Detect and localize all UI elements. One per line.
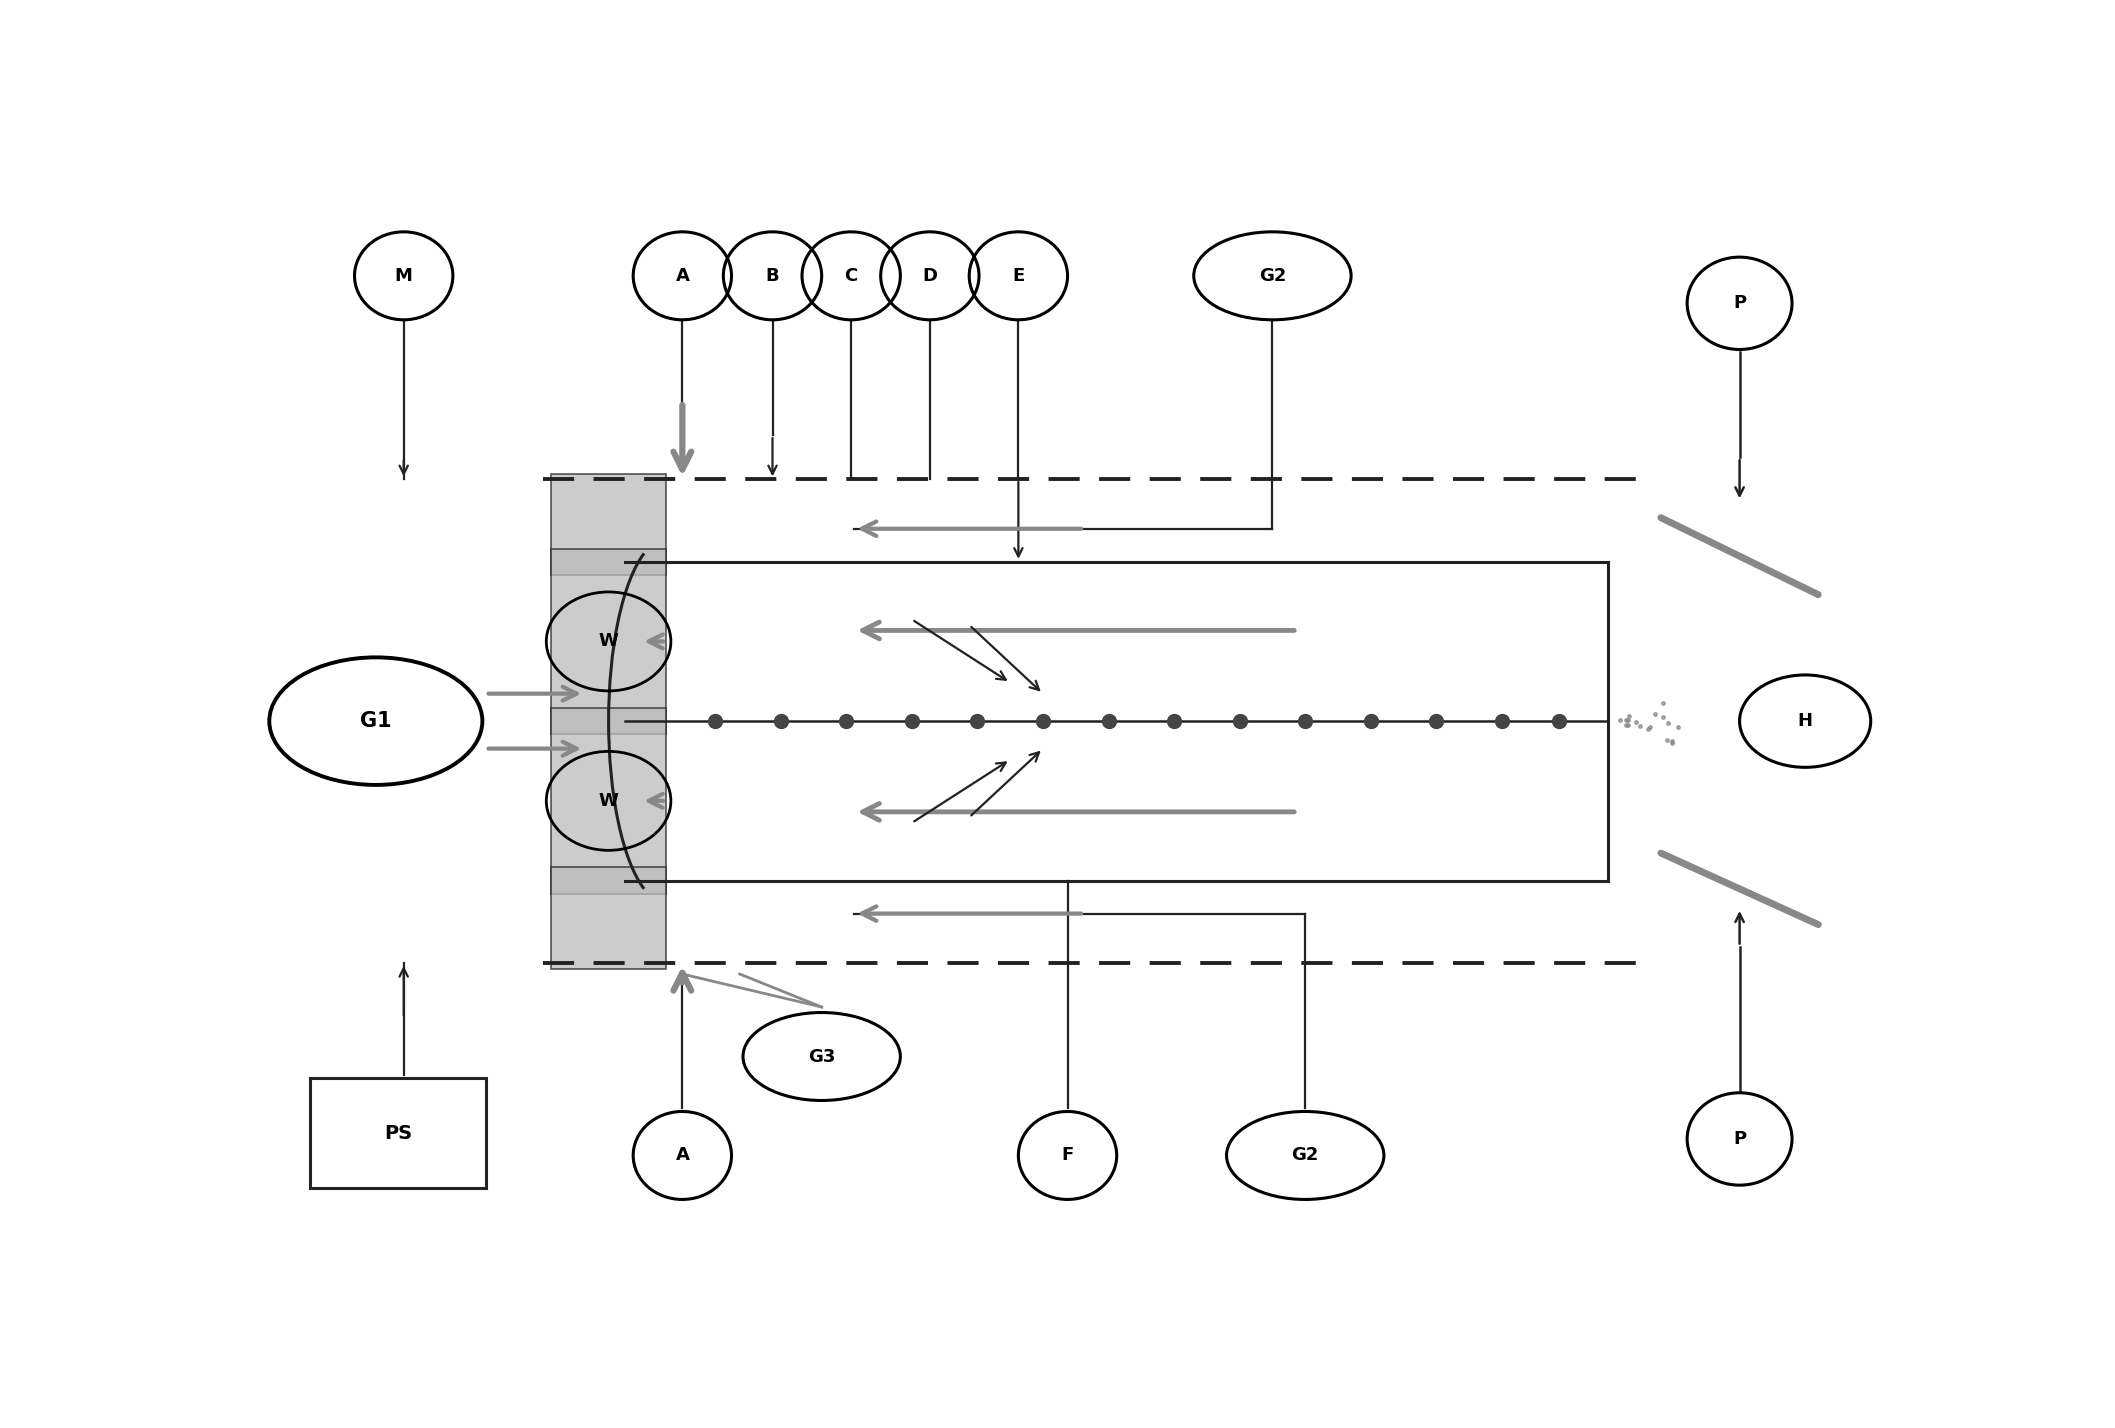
Text: W: W — [599, 633, 618, 650]
Text: E: E — [1013, 267, 1024, 284]
Text: G2: G2 — [1258, 267, 1286, 284]
Text: H: H — [1798, 713, 1813, 730]
Text: A: A — [675, 267, 689, 284]
Text: G3: G3 — [808, 1048, 835, 1065]
Text: F: F — [1062, 1147, 1074, 1164]
Text: P: P — [1732, 1130, 1747, 1148]
Text: G2: G2 — [1292, 1147, 1320, 1164]
Bar — [311, 1078, 486, 1188]
Text: B: B — [766, 267, 778, 284]
Bar — [552, 867, 666, 968]
Text: M: M — [396, 267, 412, 284]
Bar — [552, 708, 666, 894]
Text: W: W — [599, 793, 618, 810]
Text: P: P — [1732, 294, 1747, 313]
Bar — [552, 474, 666, 575]
Text: D: D — [922, 267, 937, 284]
Text: G1: G1 — [360, 711, 391, 731]
Bar — [552, 548, 666, 734]
Text: C: C — [844, 267, 859, 284]
Text: A: A — [675, 1147, 689, 1164]
Text: PS: PS — [385, 1124, 412, 1142]
